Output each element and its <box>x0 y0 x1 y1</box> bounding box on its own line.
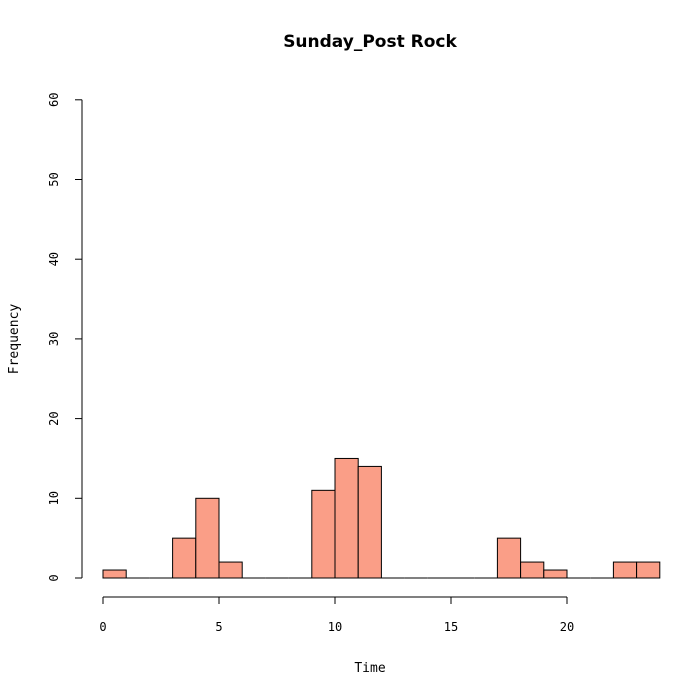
y-tick-label: 20 <box>47 411 61 425</box>
y-tick-label: 10 <box>47 491 61 505</box>
y-tick-label: 0 <box>47 574 61 581</box>
x-tick-label: 10 <box>328 620 342 634</box>
y-tick-label: 30 <box>47 332 61 346</box>
histogram-bar <box>636 561 661 579</box>
x-tick-label: 5 <box>215 620 222 634</box>
chart-title: Sunday_Post Rock <box>283 32 457 52</box>
histogram-bar <box>543 569 568 579</box>
histogram-bar <box>496 537 522 579</box>
histogram-bar <box>334 457 359 579</box>
histogram-bar <box>195 497 220 579</box>
x-axis: 0 5 10 15 20 <box>99 596 574 634</box>
y-axis-label: Frequency <box>7 304 22 375</box>
y-tick-label: 40 <box>47 252 61 266</box>
histogram-bar <box>357 465 382 579</box>
x-axis-label: Time <box>354 661 385 676</box>
histogram-bar <box>612 561 638 579</box>
x-tick-label: 0 <box>99 620 106 634</box>
y-axis: 0 10 20 30 40 50 60 <box>47 93 83 582</box>
y-tick-label: 50 <box>47 172 61 186</box>
bars-group <box>102 457 661 579</box>
histogram-bar <box>172 537 197 579</box>
histogram-bar <box>311 489 336 579</box>
histogram-bar <box>102 569 127 579</box>
x-tick-label: 20 <box>560 620 574 634</box>
y-tick-label: 60 <box>47 93 61 107</box>
x-tick-label: 15 <box>444 620 458 634</box>
histogram-bar <box>218 561 243 579</box>
histogram-bar <box>520 561 545 579</box>
